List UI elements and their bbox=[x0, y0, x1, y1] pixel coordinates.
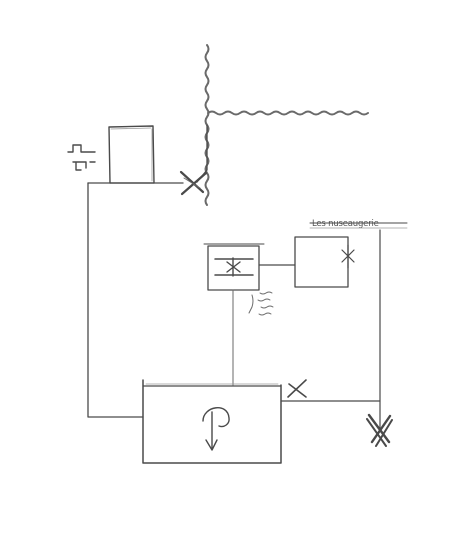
wavy-wall bbox=[204, 44, 369, 206]
valve-bottom-right-icon bbox=[287, 379, 307, 398]
diagram-label: Les nuseaugerie bbox=[312, 219, 379, 229]
middle-box bbox=[203, 243, 265, 291]
right-box bbox=[294, 236, 355, 288]
wavy-wall-horizontal bbox=[207, 110, 369, 116]
bottom-box bbox=[142, 379, 282, 464]
top-connection bbox=[153, 124, 208, 184]
valve-top-icon bbox=[179, 170, 208, 196]
left-pipe bbox=[87, 182, 144, 418]
label-group: Les nuseaugerie bbox=[309, 219, 408, 229]
squiggle-symbol-icon bbox=[67, 144, 96, 171]
top-box bbox=[108, 125, 155, 184]
curved-arrow-down-icon bbox=[202, 407, 230, 451]
heat-wave-icon bbox=[248, 291, 274, 316]
valve-far-right-icon bbox=[366, 413, 393, 447]
